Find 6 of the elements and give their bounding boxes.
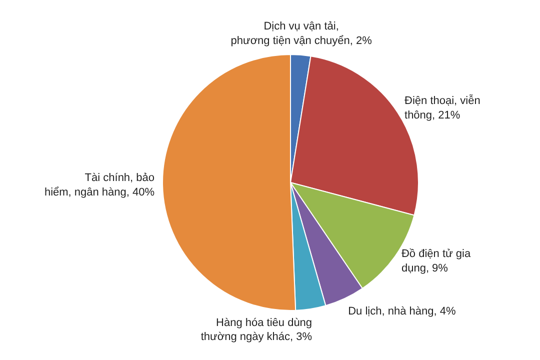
slice-label: Tài chính, bảo hiểm, ngân hàng, 40% <box>44 172 155 198</box>
slice-label: Du lịch, nhà hàng, 4% <box>348 306 456 318</box>
slice-label: Hàng hóa tiêu dùng thường ngày khác, 3% <box>200 316 312 344</box>
slice-label: Dịch vụ vận tải, phương tiện vận chuyển, 2% <box>230 20 372 47</box>
slice-label: Điện thoại, viễn thông, 21% <box>404 94 480 122</box>
slice-label: Đồ điện tử gia dụng, 9% <box>401 248 472 274</box>
